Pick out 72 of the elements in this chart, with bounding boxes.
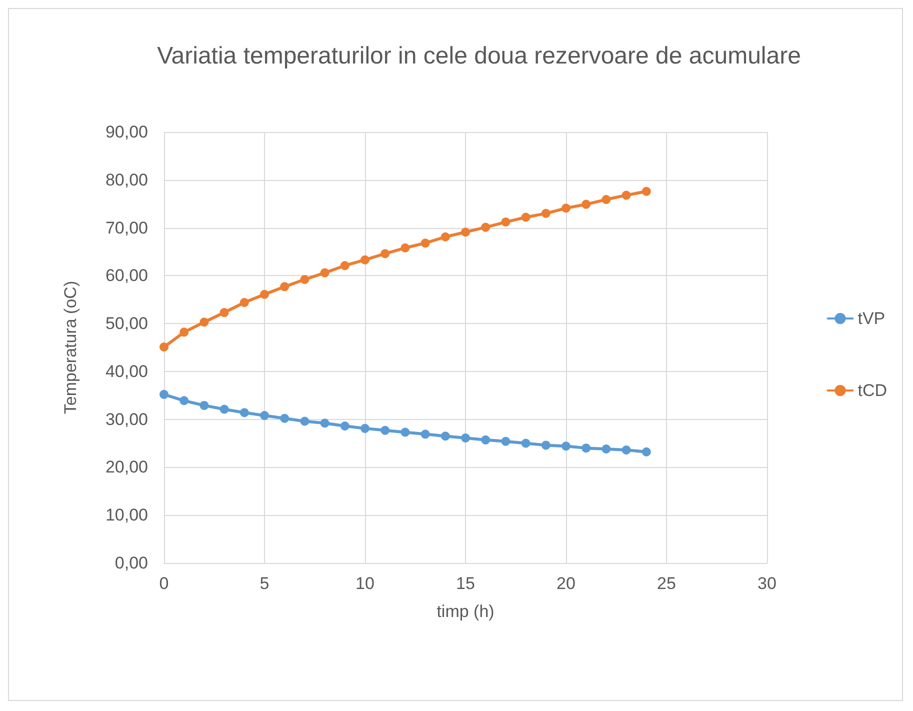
point bbox=[582, 444, 591, 453]
point bbox=[602, 195, 611, 204]
point bbox=[340, 261, 350, 270]
y-tick-label: 70,00 bbox=[105, 218, 148, 238]
y-tick-label: 90,00 bbox=[105, 122, 148, 142]
point bbox=[622, 190, 631, 200]
point bbox=[280, 414, 290, 423]
y-tick-label: 10,00 bbox=[105, 506, 148, 525]
point bbox=[461, 228, 470, 237]
point bbox=[501, 436, 510, 446]
point bbox=[541, 440, 550, 450]
point bbox=[200, 318, 209, 327]
legend-label: tVP bbox=[858, 309, 886, 328]
x-axis-title: timp (h) bbox=[436, 602, 494, 621]
point bbox=[180, 328, 189, 337]
y-tick-label: 20,00 bbox=[105, 458, 148, 477]
point bbox=[240, 408, 249, 418]
point bbox=[521, 212, 530, 222]
point bbox=[481, 222, 490, 232]
point bbox=[481, 435, 490, 444]
point bbox=[220, 308, 229, 318]
point bbox=[582, 200, 591, 209]
y-axis-title: Temperatura (oC) bbox=[61, 280, 80, 414]
y-tick-label: 60,00 bbox=[105, 266, 148, 286]
point bbox=[400, 428, 410, 437]
point bbox=[440, 232, 450, 242]
point bbox=[642, 186, 651, 196]
x-tick-label: 25 bbox=[657, 574, 676, 593]
point bbox=[220, 404, 229, 414]
point bbox=[562, 442, 570, 451]
x-tick-label: 10 bbox=[356, 574, 374, 593]
point bbox=[461, 434, 470, 443]
point bbox=[440, 432, 450, 441]
point bbox=[160, 342, 168, 352]
point bbox=[260, 290, 269, 299]
point bbox=[400, 243, 410, 252]
point bbox=[180, 396, 189, 406]
x-tick-label: 0 bbox=[159, 574, 169, 593]
point bbox=[602, 444, 611, 454]
point bbox=[360, 424, 370, 433]
point bbox=[642, 447, 651, 456]
y-tick-label: 50,00 bbox=[105, 314, 148, 334]
point bbox=[300, 416, 310, 426]
point bbox=[501, 218, 510, 227]
point bbox=[541, 208, 550, 218]
point bbox=[320, 418, 330, 428]
point bbox=[380, 249, 390, 258]
point bbox=[622, 445, 631, 454]
point bbox=[200, 400, 209, 410]
point bbox=[521, 438, 530, 448]
y-tick-label: 0,00 bbox=[114, 554, 148, 572]
point bbox=[160, 390, 168, 399]
point bbox=[280, 282, 290, 292]
chart-title: Variatia temperaturilor in cele doua rezervoare de acumulare bbox=[157, 42, 801, 70]
y-tick-label: 30,00 bbox=[105, 410, 148, 429]
x-tick-label: 20 bbox=[556, 574, 576, 593]
x-tick-label: 30 bbox=[758, 574, 776, 593]
point bbox=[300, 275, 310, 284]
x-tick-label: 5 bbox=[260, 574, 270, 593]
y-tick-label: 40,00 bbox=[105, 362, 148, 381]
point bbox=[320, 268, 330, 278]
x-tick-label: 15 bbox=[456, 574, 475, 593]
point bbox=[380, 426, 390, 435]
point bbox=[420, 238, 430, 248]
point bbox=[240, 298, 249, 307]
legend-label: tCD bbox=[858, 381, 888, 400]
point bbox=[340, 422, 350, 431]
y-tick-label: 80,00 bbox=[105, 170, 148, 190]
point bbox=[562, 204, 570, 213]
point bbox=[260, 411, 269, 420]
point bbox=[420, 430, 430, 439]
point bbox=[360, 255, 370, 264]
